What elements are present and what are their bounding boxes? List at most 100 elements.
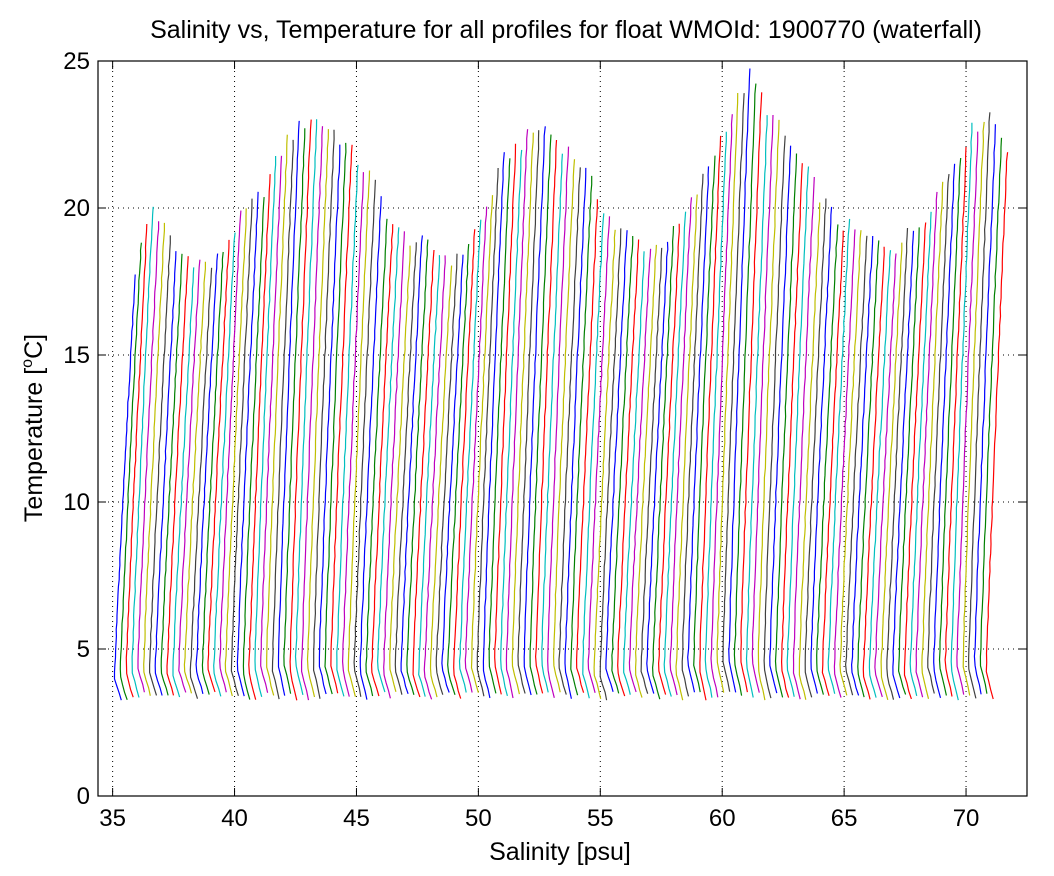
- profile-line: [266, 134, 288, 696]
- profile-line: [844, 235, 868, 696]
- profile-line: [962, 121, 985, 696]
- profile-line: [821, 230, 844, 696]
- profile-line: [324, 142, 347, 695]
- profile-line: [716, 92, 739, 693]
- profile-line: [178, 259, 201, 693]
- profile-line: [336, 164, 359, 697]
- profile-line: [312, 129, 335, 699]
- profile-line: [224, 208, 247, 697]
- profile-line: [113, 274, 136, 701]
- profile-line: [376, 227, 400, 693]
- y-tick-label: 15: [63, 342, 90, 369]
- profile-line: [663, 211, 687, 697]
- x-tick-label: 60: [709, 805, 736, 832]
- y-tick-label: 5: [77, 636, 90, 663]
- profile-line: [464, 206, 488, 693]
- profile-line: [230, 198, 253, 696]
- profile-line: [429, 265, 453, 698]
- profile-line: [839, 230, 862, 696]
- profile-line: [389, 245, 411, 692]
- profile-line: [189, 267, 213, 699]
- profile-line: [359, 196, 382, 700]
- profile-line: [774, 153, 798, 698]
- series-layer: [113, 68, 1009, 701]
- x-tick-label: 40: [221, 805, 248, 832]
- profile-line: [534, 139, 558, 694]
- profile-line: [874, 253, 897, 698]
- profile-line: [183, 261, 206, 694]
- y-axis-label: Temperature [oC]: [19, 334, 48, 522]
- profile-line: [160, 253, 183, 696]
- profile-line: [827, 218, 851, 694]
- profile-line: [833, 229, 856, 698]
- profile-line: [623, 251, 645, 695]
- profile-line: [271, 139, 294, 700]
- y-tick-label: 0: [77, 783, 90, 810]
- x-tick-label: 55: [587, 805, 614, 832]
- profile-line: [693, 155, 716, 693]
- profile-line: [593, 229, 616, 699]
- profile-line: [488, 158, 511, 694]
- profile-line: [470, 195, 494, 693]
- profile-line: [289, 119, 312, 701]
- profile-line: [517, 130, 540, 694]
- chart-title: Salinity vs, Temperature for all profile…: [150, 16, 982, 44]
- profile-line: [523, 126, 546, 696]
- profile-line: [558, 167, 581, 695]
- profile-line: [248, 174, 271, 700]
- profile-line: [341, 172, 364, 697]
- profile-line: [628, 248, 652, 693]
- profile-line: [330, 144, 353, 694]
- profile-line: [552, 159, 576, 693]
- profile-line: [236, 191, 259, 697]
- profile-line: [482, 152, 505, 699]
- profile-line: [710, 114, 733, 698]
- profile-line: [810, 206, 833, 694]
- profile-line: [318, 144, 341, 695]
- profile-line: [195, 253, 219, 695]
- profile-line: [423, 255, 446, 700]
- profile-line: [909, 211, 932, 697]
- profile-line: [207, 239, 230, 693]
- profile-line: [699, 135, 722, 701]
- profile-line: [353, 179, 376, 697]
- profile-line: [892, 230, 915, 699]
- profile-line: [675, 194, 698, 701]
- profile-line: [816, 224, 839, 695]
- profile-line: [476, 167, 499, 697]
- profile-line: [687, 166, 710, 693]
- profile-line: [587, 216, 611, 693]
- profile-line: [435, 253, 458, 695]
- y-tick-label: 25: [63, 48, 90, 75]
- profile-line: [143, 222, 165, 696]
- profile-line: [617, 239, 640, 697]
- profile-line: [634, 244, 657, 698]
- profile-line: [804, 198, 827, 698]
- profile-line: [166, 256, 189, 696]
- profile-line: [219, 210, 242, 693]
- profile-line: [605, 230, 628, 692]
- profile-line: [149, 235, 171, 696]
- profile-line: [301, 126, 324, 701]
- x-tick-label: 45: [343, 805, 370, 832]
- profile-line: [441, 254, 464, 693]
- profile-line: [681, 173, 704, 697]
- profile-line: [347, 170, 371, 697]
- profile-line: [119, 242, 142, 701]
- profile-line: [412, 249, 435, 698]
- y-tick-label: 10: [63, 489, 90, 516]
- profile-line: [850, 235, 874, 696]
- profile-line: [242, 197, 265, 700]
- x-axis-label: Salinity [psu]: [489, 838, 631, 866]
- profile-line: [547, 146, 570, 698]
- y-axis-label-end: C]: [20, 334, 48, 359]
- profile-line: [868, 250, 892, 698]
- profile-line: [131, 206, 154, 698]
- profile-line: [786, 166, 810, 697]
- plot-frame: [97, 60, 1028, 797]
- x-tick-label: 65: [831, 805, 858, 832]
- profile-line: [938, 157, 962, 696]
- profile-line: [418, 255, 441, 697]
- profile-line: [880, 242, 903, 701]
